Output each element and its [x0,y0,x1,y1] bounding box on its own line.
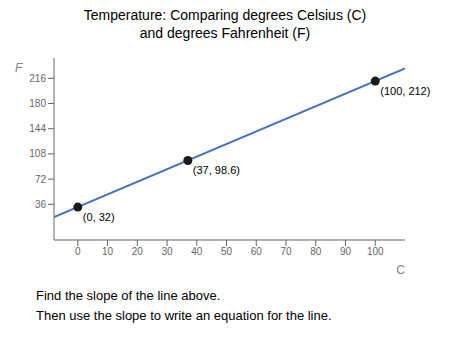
html-text:Find the slope of the line abo: Find the slope of the line above. [36,288,221,303]
svg-text:60: 60 [251,246,263,257]
svg-text:36: 36 [35,199,47,210]
svg-text:F: F [15,61,23,75]
svg-text:30: 30 [161,246,173,257]
svg-text:100: 100 [367,246,384,257]
svg-text:40: 40 [191,246,203,257]
html-text:Then use the slope to write an: Then use the slope to write an equation … [36,308,332,323]
svg-text:(0, 32): (0, 32) [83,211,115,223]
svg-text:80: 80 [310,246,322,257]
svg-text:(37, 98.6): (37, 98.6) [193,164,240,176]
svg-text:C: C [396,263,405,277]
svg-text:70: 70 [280,246,292,257]
svg-text:72: 72 [35,174,47,185]
svg-text:10: 10 [102,246,114,257]
svg-text:90: 90 [340,246,352,257]
svg-text:144: 144 [29,123,46,134]
html-text:and degrees Fahrenheit (F): and degrees Fahrenheit (F) [139,25,311,41]
svg-text:(100, 212): (100, 212) [380,85,430,97]
svg-text:0: 0 [75,246,81,257]
svg-text:50: 50 [221,246,233,257]
svg-text:108: 108 [29,148,46,159]
svg-text:180: 180 [29,98,46,109]
svg-text:216: 216 [29,73,46,84]
svg-text:20: 20 [132,246,144,257]
html-text:Temperature: Comparing degrees: Temperature: Comparing degrees Celsius (… [83,7,367,23]
